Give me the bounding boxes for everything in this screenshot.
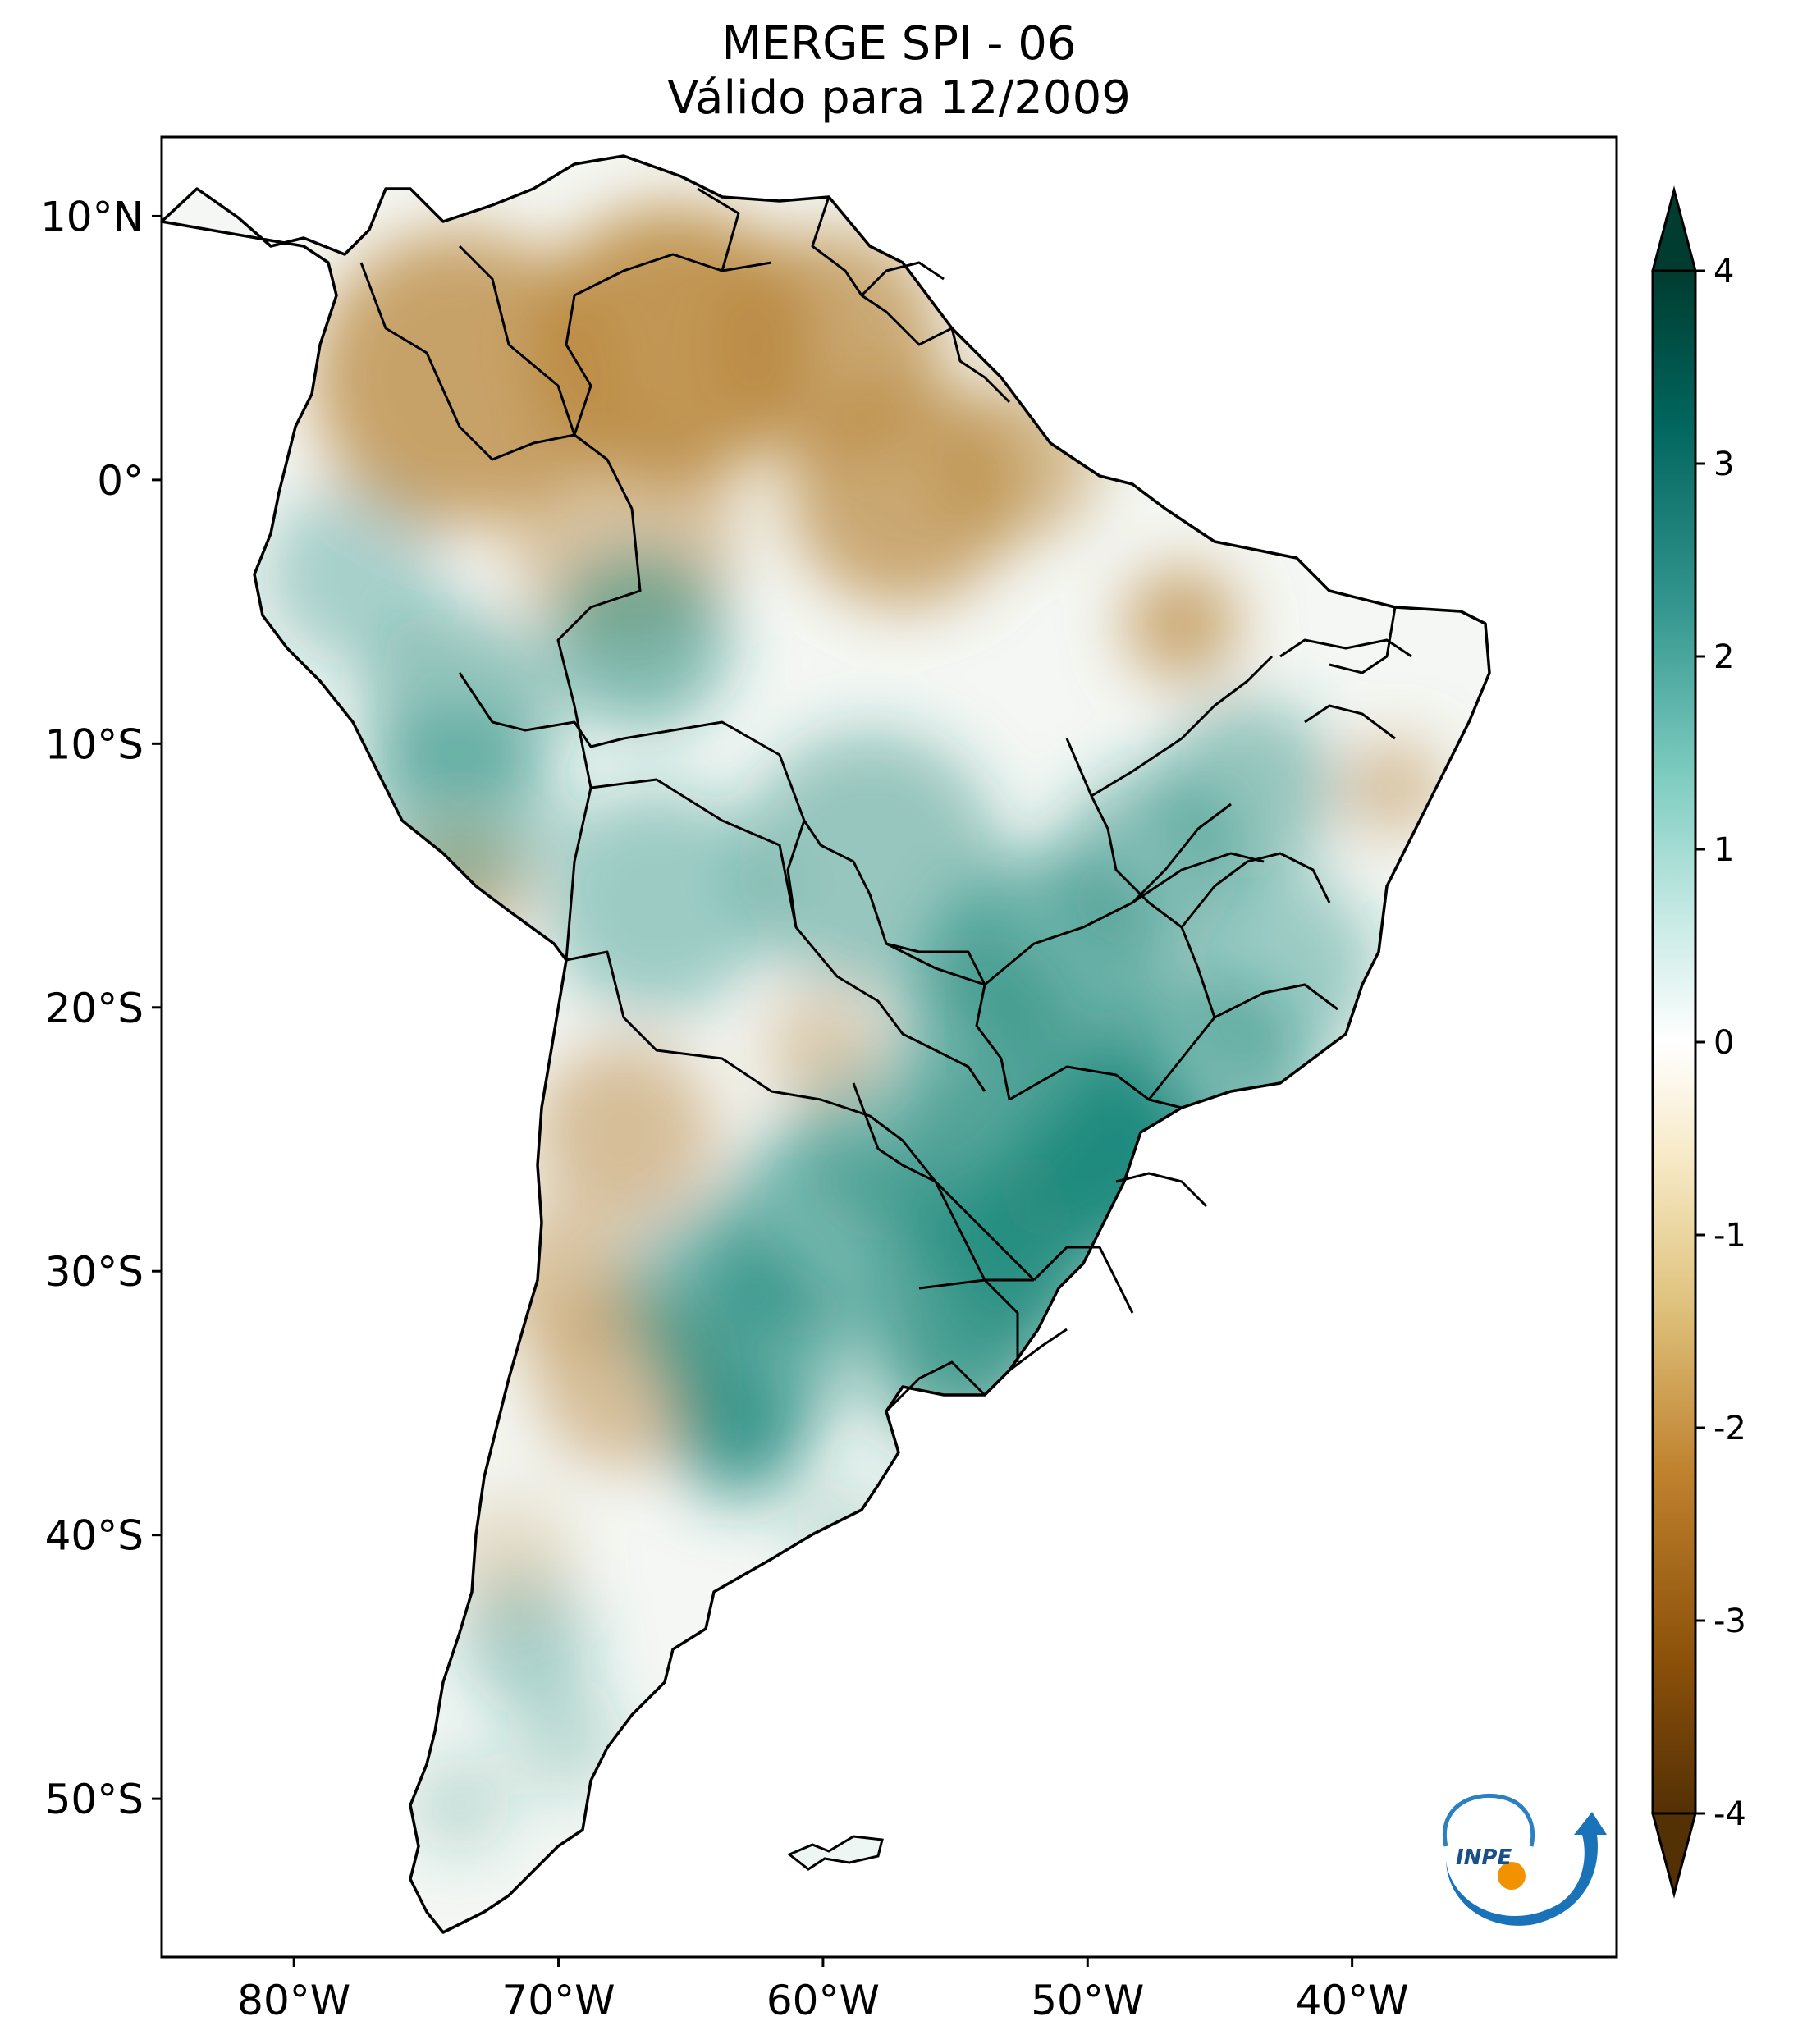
- border-line: [590, 778, 798, 928]
- border-line: [1009, 1065, 1183, 1109]
- colorbar: 4 3 2 1 0 -1 -2 -3 -4: [1651, 185, 1746, 1899]
- colorbar-tick-label: 4: [1713, 253, 1734, 290]
- border-line: [1214, 983, 1338, 1019]
- colorbar-min-extend: [1651, 1812, 1697, 1899]
- border-line: [1180, 852, 1331, 928]
- lon-tick-label: 60°W: [766, 1977, 880, 2024]
- lat-tick-label: 30°S: [45, 1248, 144, 1296]
- border-line: [359, 262, 575, 461]
- border-line: [950, 327, 1011, 404]
- border-line: [1032, 1246, 1134, 1314]
- lat-tick-label: 10°S: [45, 720, 144, 768]
- lat-tick-label: 10°N: [40, 193, 144, 240]
- border-line: [1065, 738, 1216, 1100]
- border-line: [1279, 638, 1412, 658]
- lat-tick-label: 40°S: [45, 1512, 144, 1560]
- colorbar-tick-label: 2: [1713, 638, 1734, 676]
- colorbar-tick-label: -3: [1713, 1603, 1746, 1640]
- map-title: MERGE SPI - 06: [721, 17, 1077, 71]
- colorbar-max-extend: [1651, 185, 1697, 272]
- country-borders: [359, 187, 1412, 1413]
- coastline: [160, 154, 1491, 1934]
- border-line: [1304, 704, 1396, 740]
- border-line: [1329, 606, 1397, 674]
- colorbar-tick-label: -4: [1713, 1795, 1746, 1833]
- lon-tick-label: 80°W: [237, 1977, 350, 2024]
- lat-tick-label: 50°S: [45, 1776, 144, 1823]
- border-line: [1091, 655, 1274, 798]
- border-line: [860, 261, 945, 297]
- latitude-ticks: 10°N 0° 10°S 20°S 30°S 40°S 50°S: [40, 193, 162, 1823]
- border-line: [852, 1082, 936, 1183]
- border-line: [458, 672, 1011, 1100]
- colorbar-tick-label: 3: [1713, 446, 1734, 483]
- border-line: [1115, 1172, 1208, 1208]
- border-line: [918, 1278, 1034, 1290]
- border-line: [1132, 852, 1265, 904]
- lon-tick-label: 50°W: [1031, 1977, 1144, 2024]
- colorbar-gradient: [1651, 269, 1697, 1815]
- colorbar-tick-label: 0: [1713, 1024, 1734, 1062]
- colorbar-tick-label: -1: [1713, 1217, 1746, 1255]
- border-line: [786, 820, 986, 1092]
- border-line: [934, 1180, 1036, 1282]
- lat-tick-label: 0°: [97, 457, 144, 505]
- lon-tick-label: 40°W: [1296, 1977, 1409, 2024]
- border-line: [1009, 1328, 1068, 1372]
- inpe-logo-text: INPE: [1456, 1845, 1512, 1870]
- colorbar-tick-label: -2: [1713, 1410, 1746, 1447]
- border-line: [458, 245, 642, 961]
- lat-tick-label: 20°S: [45, 985, 144, 1032]
- border-line: [885, 803, 1232, 986]
- falkland-islands: [787, 1835, 884, 1871]
- border-line: [565, 253, 772, 436]
- inpe-logo: INPE: [1442, 1794, 1607, 1926]
- longitude-ticks: 80°W 70°W 60°W 50°W 40°W: [237, 1957, 1409, 2024]
- border-line: [697, 187, 740, 272]
- border-line: [885, 1360, 986, 1413]
- lon-tick-label: 70°W: [502, 1977, 615, 2024]
- map-subtitle: Válido para 12/2009: [667, 71, 1131, 125]
- border-line: [565, 950, 1019, 1362]
- colorbar-tick-label: 1: [1713, 831, 1734, 869]
